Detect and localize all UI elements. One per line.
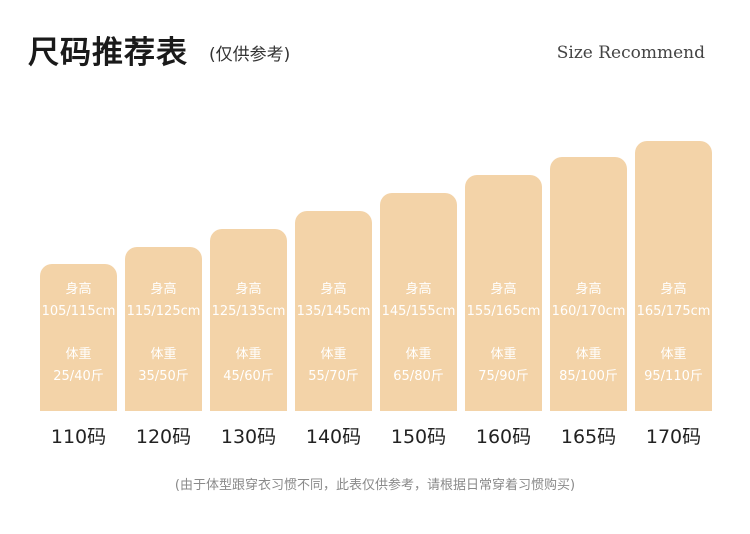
height-value: 155/165cm [466,304,541,319]
weight-value: 85/100斤 [559,369,618,384]
weight-label: 体重 [320,347,347,362]
height-label: 身高 [235,282,262,297]
size-bar: 身高 125/135cm 体重 45/60斤 [210,229,287,411]
size-label: 120码 [135,426,192,448]
size-bar: 身高 145/155cm 体重 65/80斤 [380,193,457,411]
weight-value: 65/80斤 [393,369,444,384]
english-title: Size Recommend [556,43,705,63]
weight-value: 55/70斤 [308,369,359,384]
weight-value: 95/110斤 [644,369,703,384]
height-label: 身高 [65,282,92,297]
height-value: 160/170cm [551,304,626,319]
size-label: 160码 [475,426,532,448]
height-label: 身高 [660,282,687,297]
size-label: 170码 [645,426,702,448]
size-label: 130码 [220,426,277,448]
size-label: 110码 [50,426,107,448]
size-bar: 身高 115/125cm 体重 35/50斤 [125,247,202,411]
weight-label: 体重 [235,347,262,362]
weight-value: 45/60斤 [223,369,274,384]
height-value: 145/155cm [381,304,456,319]
height-value: 135/145cm [296,304,371,319]
height-label: 身高 [490,282,517,297]
size-bar: 身高 155/165cm 体重 75/90斤 [465,175,542,411]
weight-value: 25/40斤 [53,369,104,384]
weight-value: 75/90斤 [478,369,529,384]
height-value: 165/175cm [636,304,711,319]
weight-label: 体重 [490,347,517,362]
height-label: 身高 [320,282,347,297]
height-label: 身高 [150,282,177,297]
page-title: 尺码推荐表 [28,35,188,71]
size-bar: 身高 135/145cm 体重 55/70斤 [295,211,372,411]
weight-label: 体重 [65,347,92,362]
height-value: 105/115cm [41,304,116,319]
weight-value: 35/50斤 [138,369,189,384]
weight-label: 体重 [660,347,687,362]
size-bar: 身高 105/115cm 体重 25/40斤 [40,264,117,411]
height-value: 125/135cm [211,304,286,319]
size-bar: 身高 160/170cm 体重 85/100斤 [550,157,627,411]
weight-label: 体重 [150,347,177,362]
size-label: 150码 [390,426,447,448]
footnote: (由于体型跟穿衣习惯不同，此表仅供参考，请根据日常穿着习惯购买) [174,478,576,493]
height-label: 身高 [575,282,602,297]
height-value: 115/125cm [126,304,201,319]
size-bar: 身高 165/175cm 体重 95/110斤 [635,141,712,411]
page-subtitle: (仅供参考) [209,45,291,65]
weight-label: 体重 [405,347,432,362]
height-label: 身高 [405,282,432,297]
size-label: 140码 [305,426,362,448]
weight-label: 体重 [575,347,602,362]
size-label: 165码 [560,426,617,448]
